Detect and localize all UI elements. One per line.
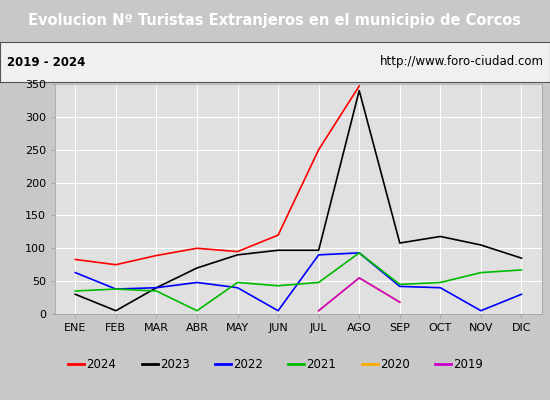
- 2024: [72, 257, 79, 262]
- 2024: [194, 246, 200, 251]
- 2019: [397, 300, 403, 304]
- 2021: [113, 287, 119, 292]
- 2024: [315, 147, 322, 152]
- Text: 2019: 2019: [453, 358, 483, 370]
- Line: 2020: 2020: [318, 278, 400, 311]
- 2019: [356, 276, 362, 280]
- 2021: [315, 280, 322, 285]
- 2023: [113, 308, 119, 313]
- 2022: [477, 308, 484, 313]
- 2022: [194, 280, 200, 285]
- 2021: [153, 289, 159, 294]
- 2022: [275, 308, 282, 313]
- 2023: [72, 292, 79, 297]
- Text: 2022: 2022: [233, 358, 263, 370]
- Text: http://www.foro-ciudad.com: http://www.foro-ciudad.com: [379, 56, 543, 68]
- Text: Evolucion Nº Turistas Extranjeros en el municipio de Corcos: Evolucion Nº Turistas Extranjeros en el …: [29, 14, 521, 28]
- 2022: [437, 285, 444, 290]
- 2023: [477, 242, 484, 247]
- 2023: [437, 234, 444, 239]
- 2021: [72, 289, 79, 294]
- Text: 2020: 2020: [380, 358, 410, 370]
- 2021: [275, 283, 282, 288]
- Text: 2019 - 2024: 2019 - 2024: [7, 56, 85, 68]
- 2020: [356, 276, 362, 280]
- Line: 2023: 2023: [75, 90, 521, 311]
- 2023: [518, 256, 525, 260]
- 2019: [315, 308, 322, 313]
- 2022: [397, 284, 403, 289]
- 2023: [356, 88, 362, 93]
- 2021: [194, 308, 200, 313]
- Text: 2021: 2021: [306, 358, 337, 370]
- 2024: [234, 249, 241, 254]
- 2022: [153, 285, 159, 290]
- 2021: [397, 282, 403, 287]
- 2021: [234, 280, 241, 285]
- 2020: [315, 308, 322, 313]
- 2022: [72, 270, 79, 275]
- 2022: [356, 250, 362, 255]
- 2024: [275, 233, 282, 238]
- Line: 2021: 2021: [75, 253, 521, 311]
- 2022: [518, 292, 525, 297]
- 2021: [477, 270, 484, 275]
- 2022: [315, 252, 322, 257]
- Line: 2022: 2022: [75, 253, 521, 311]
- Line: 2024: 2024: [75, 86, 359, 265]
- 2021: [356, 250, 362, 255]
- Text: 2023: 2023: [160, 358, 190, 370]
- 2024: [153, 253, 159, 258]
- 2023: [194, 266, 200, 270]
- 2022: [234, 285, 241, 290]
- 2024: [356, 84, 362, 88]
- Line: 2019: 2019: [318, 278, 400, 311]
- 2023: [234, 252, 241, 257]
- Text: 2024: 2024: [86, 358, 117, 370]
- 2023: [153, 285, 159, 290]
- 2022: [113, 287, 119, 292]
- 2020: [397, 300, 403, 304]
- 2023: [315, 248, 322, 253]
- 2023: [397, 241, 403, 246]
- 2021: [437, 280, 444, 285]
- 2024: [113, 262, 119, 267]
- 2021: [518, 268, 525, 272]
- 2023: [275, 248, 282, 253]
